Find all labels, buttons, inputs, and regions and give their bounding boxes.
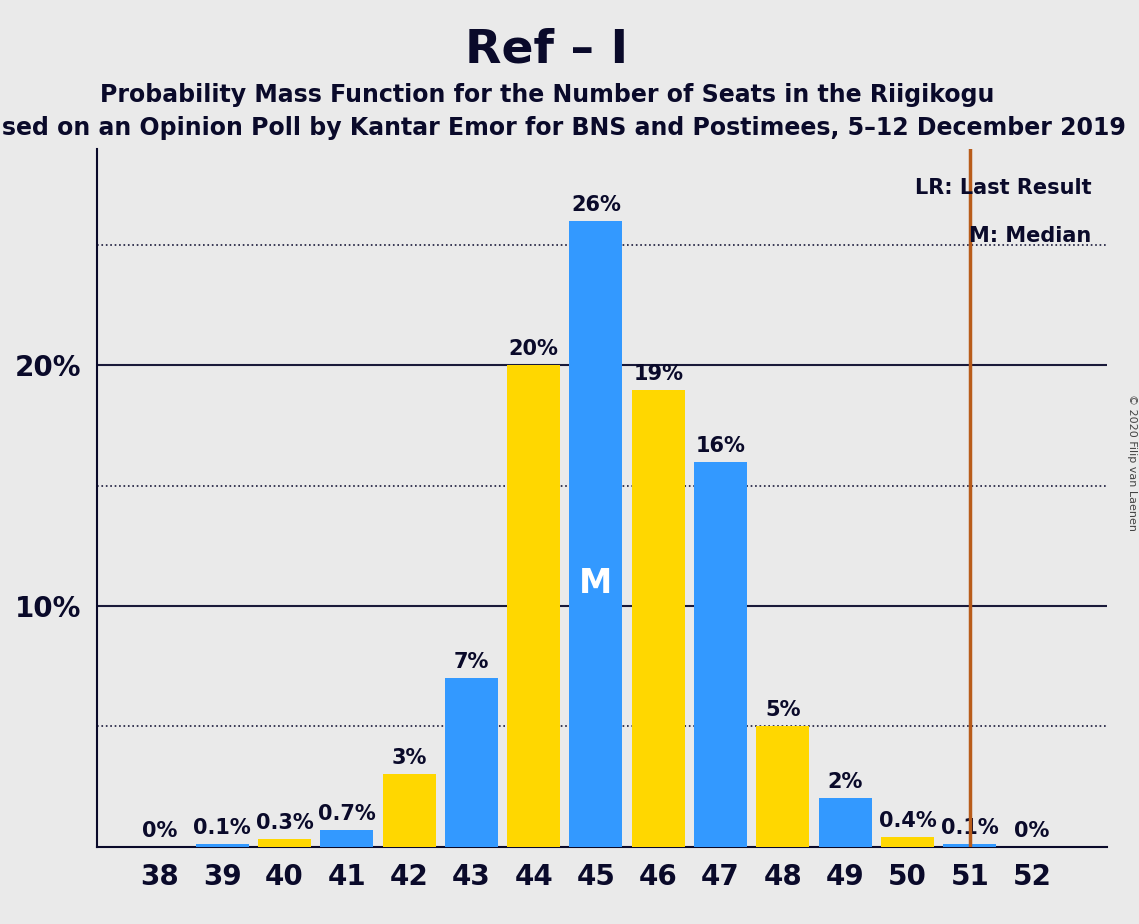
Bar xyxy=(320,830,374,846)
Bar xyxy=(694,462,747,846)
Bar xyxy=(507,366,560,846)
Text: © 2020 Filip van Laenen: © 2020 Filip van Laenen xyxy=(1126,394,1137,530)
Text: Based on an Opinion Poll by Kantar Emor for BNS and Postimees, 5–12 December 201: Based on an Opinion Poll by Kantar Emor … xyxy=(0,116,1125,140)
Text: 26%: 26% xyxy=(571,195,621,215)
Text: 5%: 5% xyxy=(765,700,801,721)
Text: Probability Mass Function for the Number of Seats in the Riigikogu: Probability Mass Function for the Number… xyxy=(99,83,994,107)
Text: 19%: 19% xyxy=(633,363,683,383)
Bar xyxy=(383,774,435,846)
Bar xyxy=(632,390,685,846)
Text: 0.3%: 0.3% xyxy=(255,813,313,833)
Text: 0.4%: 0.4% xyxy=(878,811,936,831)
Bar xyxy=(943,845,997,846)
Text: M: M xyxy=(580,567,613,601)
Text: 0.7%: 0.7% xyxy=(318,804,376,823)
Text: LR: Last Result: LR: Last Result xyxy=(915,177,1091,198)
Text: 0%: 0% xyxy=(1015,821,1050,841)
Bar xyxy=(756,726,810,846)
Text: 16%: 16% xyxy=(696,436,746,456)
Text: 3%: 3% xyxy=(392,748,427,769)
Bar xyxy=(196,845,248,846)
Bar xyxy=(445,678,498,846)
Text: 2%: 2% xyxy=(828,772,863,793)
Text: 7%: 7% xyxy=(453,652,489,672)
Text: Ref – I: Ref – I xyxy=(465,28,629,73)
Bar xyxy=(882,837,934,846)
Bar xyxy=(819,798,871,846)
Text: 0.1%: 0.1% xyxy=(941,818,999,838)
Bar xyxy=(570,221,622,846)
Text: 0%: 0% xyxy=(142,821,178,841)
Text: M: Median: M: Median xyxy=(969,226,1091,246)
Text: LR: LR xyxy=(634,638,682,671)
Text: 0.1%: 0.1% xyxy=(194,818,251,838)
Text: 20%: 20% xyxy=(509,339,558,359)
Bar xyxy=(257,839,311,846)
